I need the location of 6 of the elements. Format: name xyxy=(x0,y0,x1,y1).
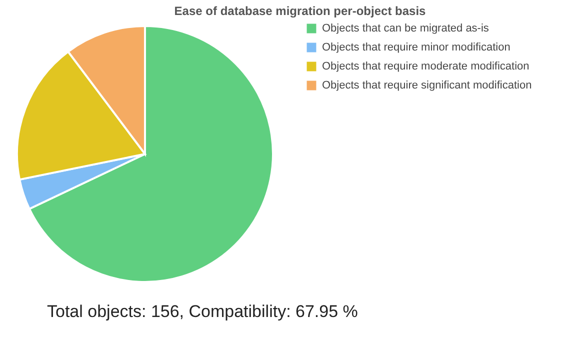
legend-label: Objects that require minor modification xyxy=(322,42,510,54)
legend-label: Objects that require significant modification xyxy=(322,80,532,92)
text: Total objects: 156, Compatibility: 67.95 % xyxy=(47,302,358,321)
legend-label: Objects that can be migrated as-is xyxy=(322,22,490,34)
legend-label: Objects that require moderate modification xyxy=(322,60,530,72)
chart-title: Ease of database migration per-object basis xyxy=(174,4,426,18)
